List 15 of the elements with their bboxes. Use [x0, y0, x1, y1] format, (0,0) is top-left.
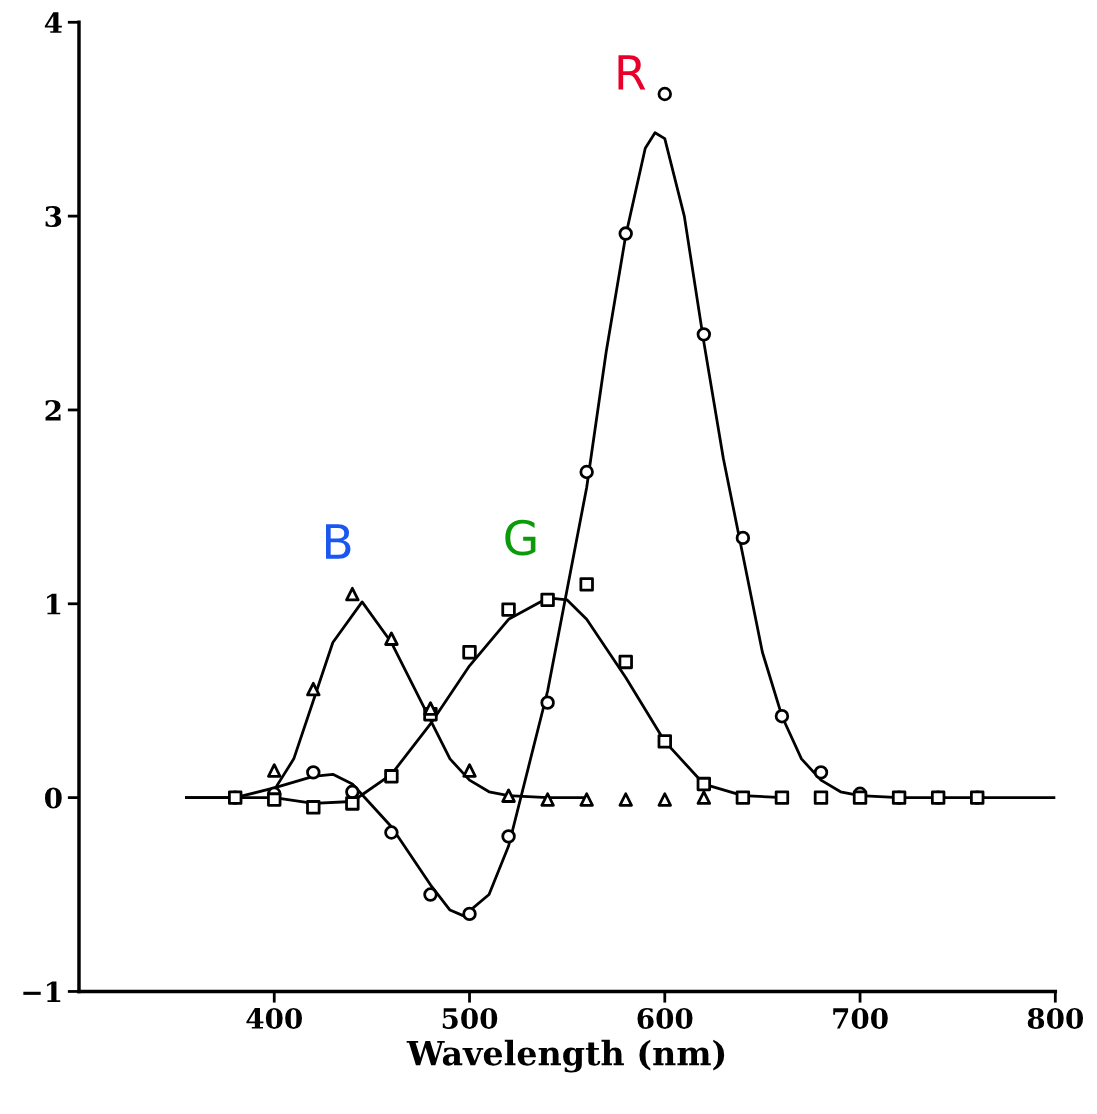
y-tick-label: −1	[23, 981, 61, 1003]
y-tick-label: 3	[45, 206, 62, 228]
y-tick-label: 4	[44, 12, 62, 33]
y-tick-label: 0	[44, 787, 62, 809]
x-tick-label: 500	[442, 1007, 498, 1029]
x-tick-label: 400	[246, 1007, 302, 1029]
series-label: B	[326, 524, 351, 559]
x-tick-label: 800	[1027, 1007, 1083, 1029]
y-tick-label: 2	[45, 399, 61, 421]
x-tick-label: 700	[833, 1007, 888, 1029]
series-label: G	[505, 519, 536, 556]
series-label: R	[618, 55, 646, 90]
x-axis-title: Wavelength (nm)	[406, 1039, 725, 1073]
y-tick-label: 1	[47, 593, 61, 615]
x-tick-label: 600	[637, 1007, 693, 1029]
